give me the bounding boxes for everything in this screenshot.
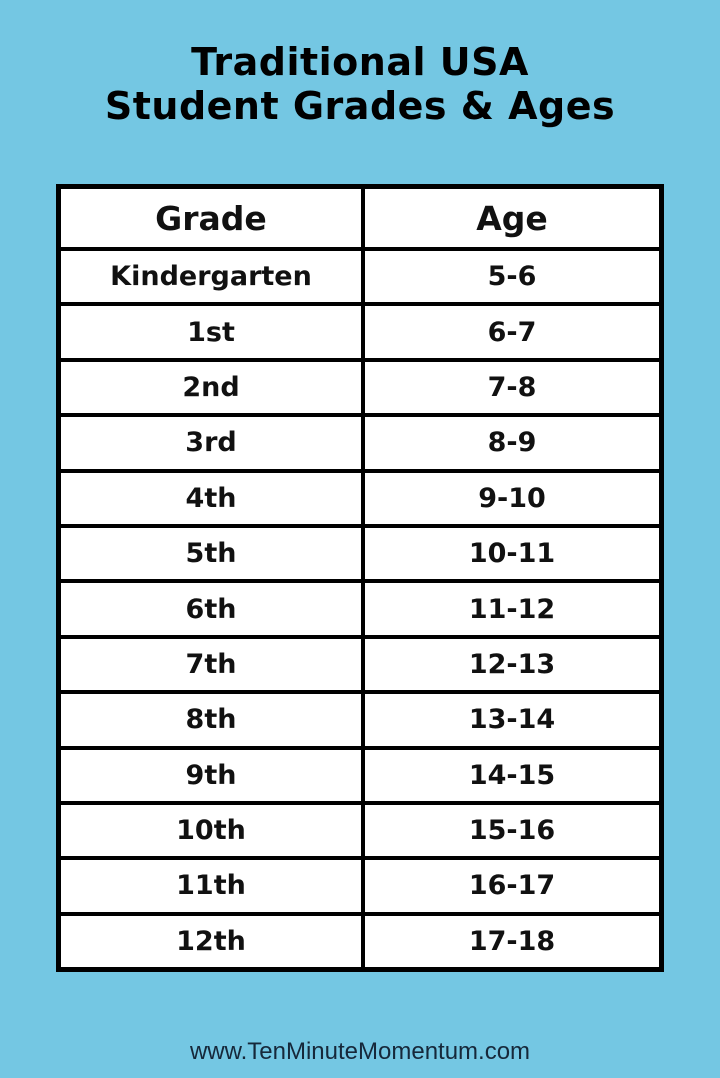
age-cell: 5-6: [361, 246, 664, 307]
table-row: 4th 9-10: [56, 468, 664, 528]
grade-cell: 2nd: [56, 357, 365, 418]
age-cell: 12-13: [361, 634, 664, 695]
table-row: 5th 10-11: [56, 523, 664, 584]
table-row: 1st 6-7: [56, 302, 664, 362]
age-cell: 17-18: [361, 911, 664, 972]
age-cell: 11-12: [361, 579, 664, 639]
website-link: www.TenMinuteMomentum.com: [189, 1038, 531, 1065]
table-row: 6th 11-12: [56, 579, 664, 639]
age-cell: 9-10: [361, 468, 664, 528]
table-row: 12th 17-18: [56, 911, 664, 972]
table-row: 9th 14-15: [56, 745, 664, 805]
header-age: Age: [361, 184, 664, 251]
grade-cell: 11th: [56, 856, 365, 916]
grade-cell: 1st: [56, 302, 365, 362]
grade-cell: 5th: [56, 523, 365, 584]
table-row: 8th 13-14: [56, 690, 664, 750]
age-cell: 7-8: [361, 357, 664, 418]
grade-cell: 10th: [56, 800, 365, 861]
header-grade: Grade: [56, 184, 365, 251]
age-cell: 14-15: [361, 745, 664, 805]
table-row: 10th 15-16: [56, 800, 664, 861]
grade-cell: 8th: [56, 690, 365, 750]
grade-cell: 3rd: [56, 413, 365, 473]
table-row: 11th 16-17: [56, 856, 664, 916]
page-title: Traditional USA Student Grades & Ages: [0, 40, 720, 128]
age-cell: 6-7: [361, 302, 664, 362]
grades-ages-table: Grade Age Kindergarten 5-6 1st 6-7 2nd 7-8 3rd…: [56, 184, 664, 973]
grade-cell: Kindergarten: [56, 246, 365, 307]
age-cell: 8-9: [361, 413, 664, 473]
age-cell: 15-16: [361, 800, 664, 861]
title-line-2: Student Grades & Ages: [104, 84, 616, 128]
age-cell: 16-17: [361, 856, 664, 916]
age-cell: 10-11: [361, 523, 664, 584]
grade-cell: 4th: [56, 468, 365, 528]
table-row: Kindergarten 5-6: [56, 246, 664, 307]
grade-cell: 12th: [56, 911, 365, 972]
grade-cell: 9th: [56, 745, 365, 805]
table-row: 3rd 8-9: [56, 413, 664, 473]
table-row: 7th 12-13: [56, 634, 664, 695]
table-row: 2nd 7-8: [56, 357, 664, 418]
grade-cell: 7th: [56, 634, 365, 695]
title-line-1: Traditional USA: [191, 40, 529, 84]
table-header-row: Grade Age: [56, 184, 664, 251]
age-cell: 13-14: [361, 690, 664, 750]
grade-cell: 6th: [56, 579, 365, 639]
